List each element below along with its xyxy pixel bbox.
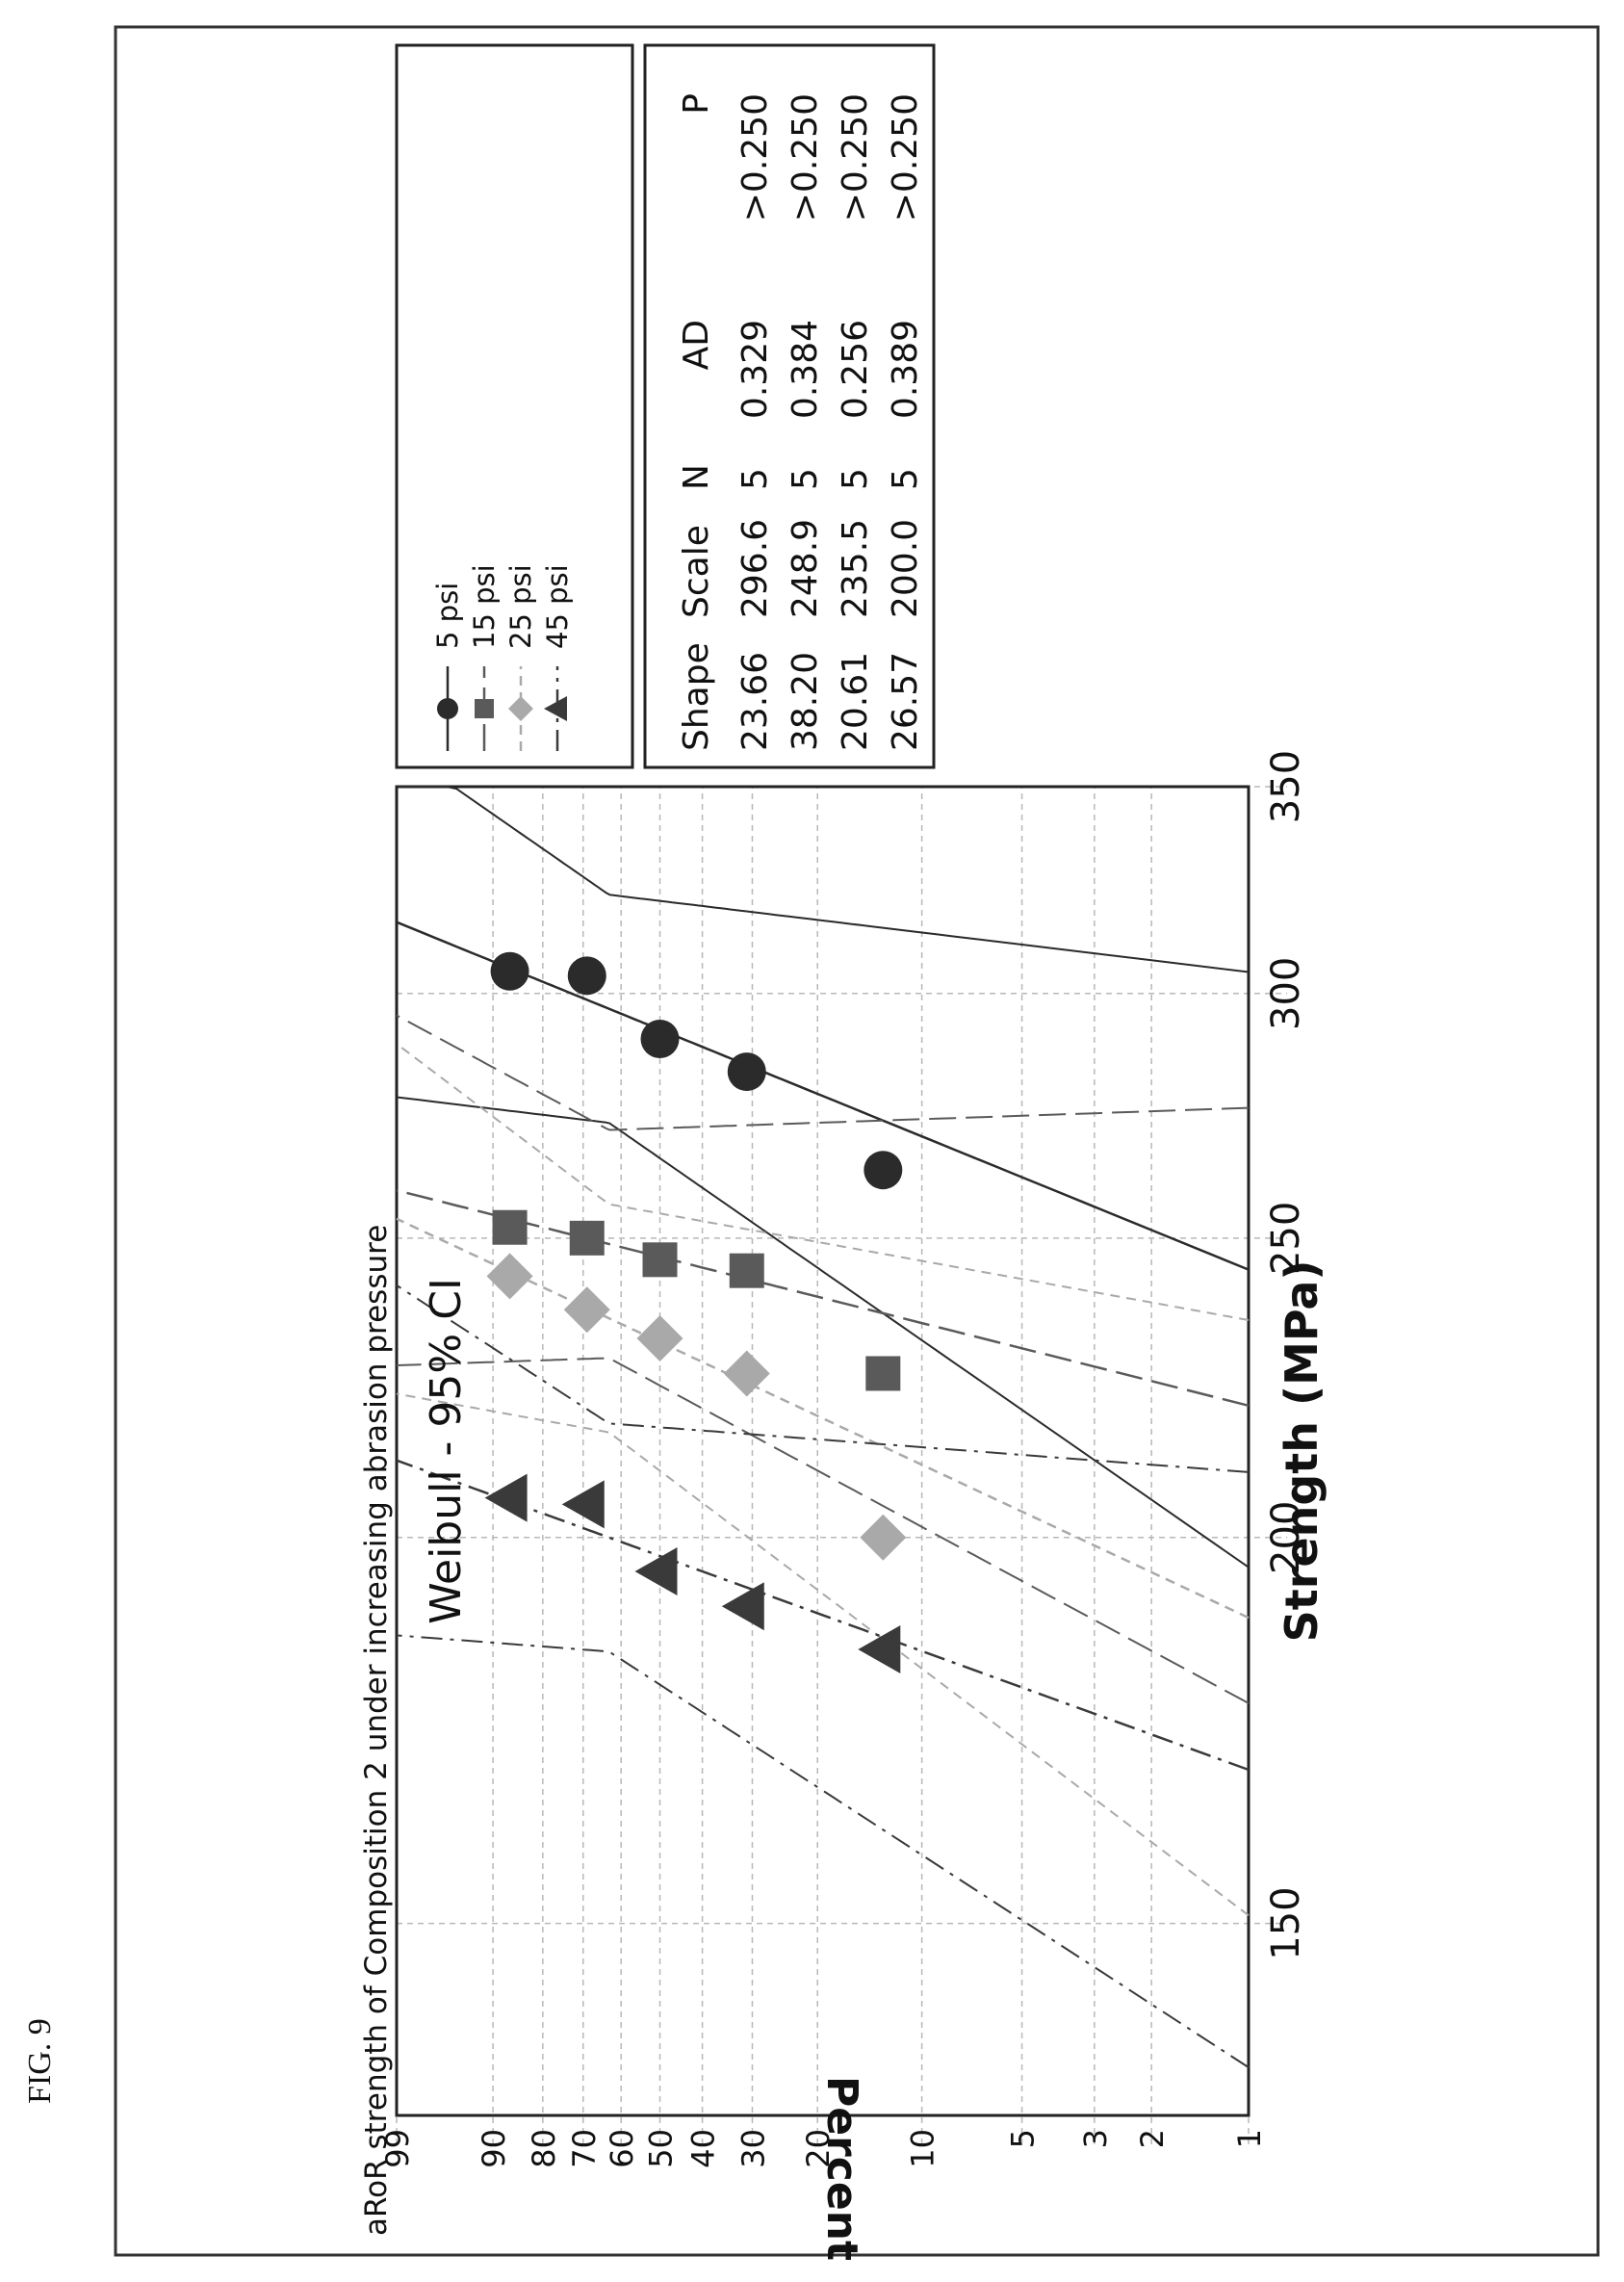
stats-cell: 5 <box>735 468 775 490</box>
data-point <box>563 1286 610 1334</box>
data-point <box>484 1473 528 1522</box>
stats-header: Shape <box>677 642 716 751</box>
ci-band-line <box>396 1392 1250 1916</box>
y-tick-label: 40 <box>685 2129 722 2168</box>
y-tick-label: 20 <box>800 2129 837 2168</box>
y-tick-label: 60 <box>604 2129 640 2168</box>
chart-title: aRoR strength of Composition 2 under inc… <box>359 1225 394 2236</box>
y-tick-label: 80 <box>526 2129 562 2168</box>
y-tick-label: 30 <box>735 2129 771 2168</box>
data-point <box>640 1020 680 1059</box>
data-point <box>634 1547 678 1596</box>
stats-cell: 5 <box>886 468 925 490</box>
y-tick-label: 3 <box>1077 2129 1114 2148</box>
data-point <box>860 1514 907 1561</box>
legend-marker <box>475 699 494 718</box>
data-point <box>636 1314 683 1361</box>
stats-header: AD <box>677 320 716 370</box>
legend: 5 psi 15 psi 25 psi 45 psi <box>395 43 634 769</box>
y-tick-label: 70 <box>566 2129 603 2168</box>
figure-frame <box>114 25 1600 2257</box>
y-tick-label: 99 <box>379 2129 416 2168</box>
stats-cell: >0.250 <box>836 93 875 221</box>
y-tick-label: 90 <box>476 2129 512 2168</box>
stats-table: Shape Scale N AD P 23.66 296.6 5 0.329 >0.250 38.2… <box>643 43 936 769</box>
stats-cell: 20.61 <box>836 652 875 751</box>
data-point <box>642 1242 678 1278</box>
data-point <box>865 1356 901 1391</box>
stats-cell: 248.9 <box>786 519 825 618</box>
stats-header: Scale <box>677 525 716 618</box>
fit-lines <box>396 786 1250 2068</box>
stats-cell: 200.0 <box>886 519 925 618</box>
stats-cell: 0.389 <box>886 320 925 419</box>
ci-band-line <box>396 1634 1250 2068</box>
stats-cell: 5 <box>836 468 875 490</box>
y-tick-label: 1 <box>1231 2129 1268 2148</box>
ci-band-line <box>396 1284 1250 1473</box>
stats-header: N <box>677 464 716 490</box>
stats-cell: 38.20 <box>786 652 825 751</box>
y-axis-label: Percent <box>817 2076 866 2261</box>
ci-band-line <box>396 1096 1250 1569</box>
grid <box>396 786 1287 2144</box>
stats-cell: 0.256 <box>836 320 875 419</box>
x-tick-label: 150 <box>1264 1886 1308 1959</box>
data-markers <box>484 951 907 1673</box>
stats-cell: 296.6 <box>735 519 775 618</box>
legend-label: 45 psi <box>541 564 574 649</box>
data-point <box>492 1209 528 1245</box>
data-point <box>858 1624 901 1673</box>
legend-marker <box>544 696 567 721</box>
data-point <box>864 1151 903 1190</box>
data-point <box>721 1582 764 1631</box>
data-point <box>490 951 529 991</box>
chart-subtitle: Weibull - 95% CI <box>422 1278 471 1624</box>
data-point <box>729 1253 764 1288</box>
x-tick-label: 250 <box>1264 1202 1308 1275</box>
x-tick-label: 200 <box>1264 1501 1308 1574</box>
fit-line <box>396 1217 1250 1620</box>
stats-cell: 23.66 <box>735 652 775 751</box>
legend-label: 5 psi <box>431 583 464 649</box>
y-tick-label: 2 <box>1134 2129 1171 2148</box>
ci-band-line <box>396 1014 1250 1131</box>
data-point <box>727 1052 766 1092</box>
data-point <box>723 1350 770 1397</box>
legend-label: 15 psi <box>468 564 501 649</box>
legend-marker <box>437 698 458 719</box>
stats-header: P <box>677 93 716 115</box>
y-tick-label: 50 <box>643 2129 680 2168</box>
ci-band-line <box>397 786 1250 973</box>
stats-cell: 26.57 <box>886 652 925 751</box>
y-tick-label: 10 <box>905 2129 941 2168</box>
legend-marker <box>508 696 533 721</box>
ci-band-line <box>396 1043 1250 1321</box>
stats-cell: 5 <box>786 468 825 490</box>
data-point <box>569 1220 605 1256</box>
stats-cell: >0.250 <box>735 93 775 221</box>
x-axis-label: Strength (MPa) <box>1276 1260 1328 1643</box>
stats-cell: 235.5 <box>836 519 875 618</box>
x-tick-label: 350 <box>1264 750 1308 823</box>
stats-cell: 0.329 <box>735 320 775 419</box>
stats-cell: 0.384 <box>786 320 825 419</box>
stats-cell: >0.250 <box>786 93 825 221</box>
ci-band-line <box>396 1357 1250 1704</box>
x-tick-label: 300 <box>1264 957 1308 1030</box>
y-tick-label: 5 <box>1005 2129 1042 2148</box>
data-point <box>567 956 606 996</box>
data-point <box>561 1480 605 1529</box>
legend-label: 25 psi <box>504 564 537 649</box>
fit-line <box>396 1459 1250 1772</box>
stats-cell: >0.250 <box>886 93 925 221</box>
plot-area <box>395 785 1250 2117</box>
